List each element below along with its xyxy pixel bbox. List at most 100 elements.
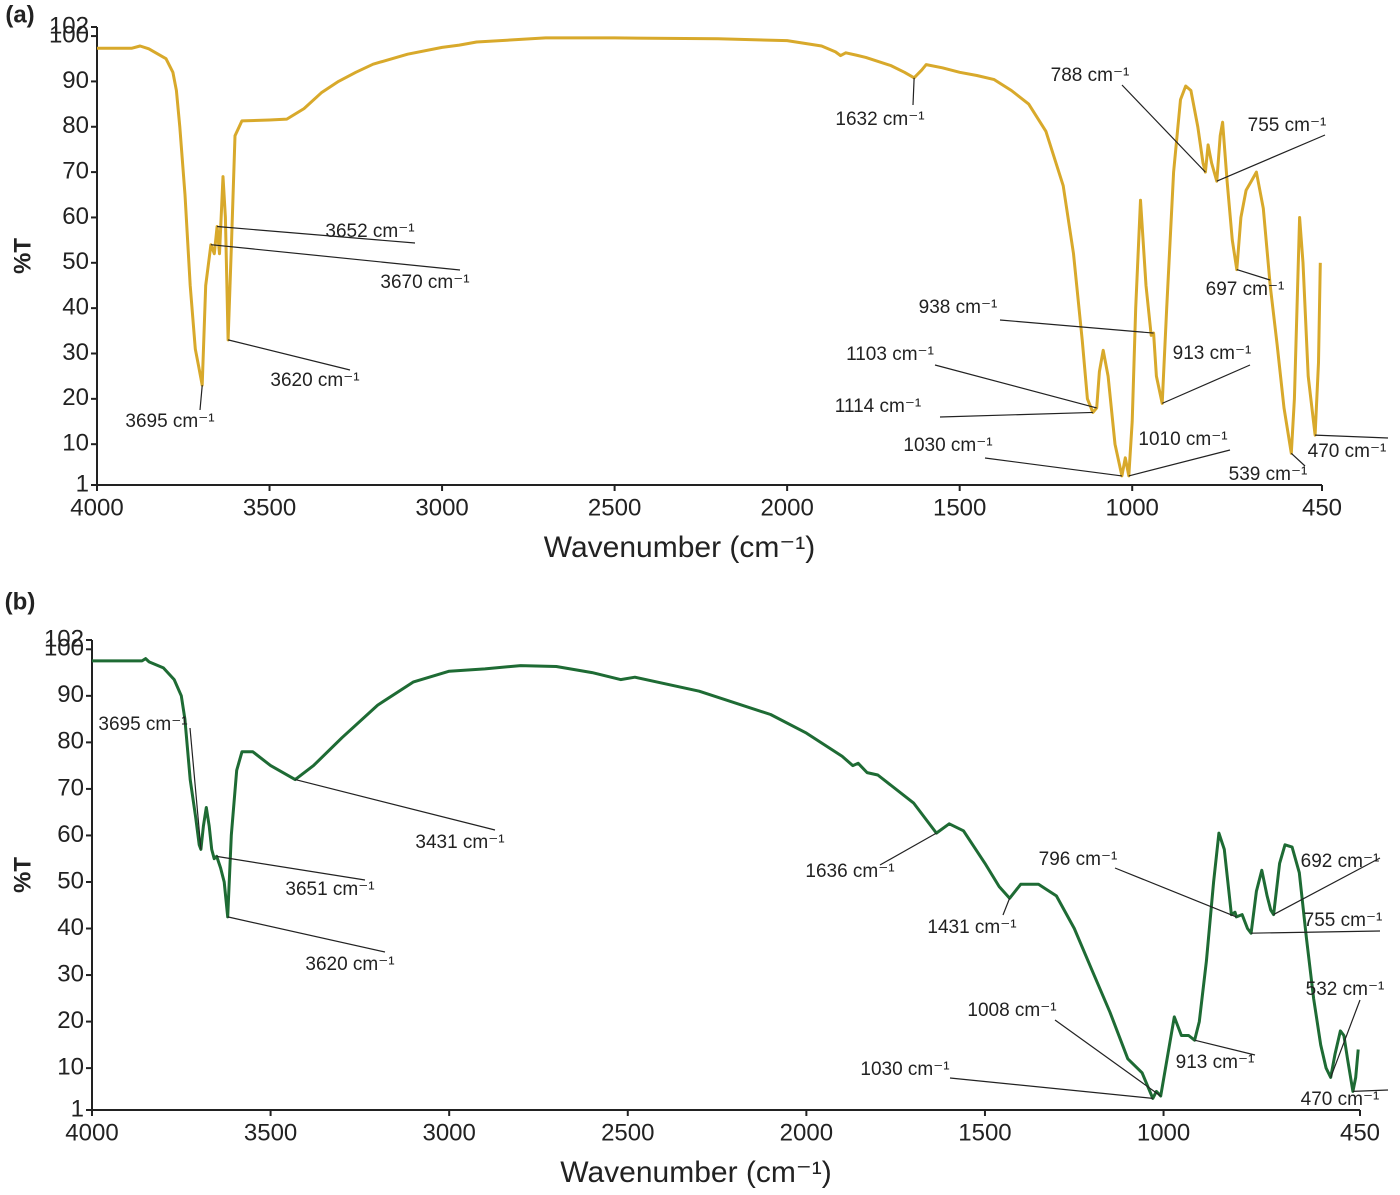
annotation-leader: [189, 727, 202, 850]
annotation-leader: [879, 832, 937, 866]
x-tick-label: 4000: [70, 494, 123, 521]
annotation-leader: [210, 244, 461, 271]
y-tick-label: 80: [62, 112, 89, 139]
spectrum-line: [97, 36, 1322, 478]
y-tick-label: 100: [49, 21, 89, 48]
y-tick-label: 30: [57, 960, 84, 987]
annotation-leader: [912, 77, 915, 106]
annotation-leader: [1002, 898, 1011, 916]
y-tick-label: 70: [57, 774, 84, 801]
y-tick-label: 10: [62, 430, 89, 457]
annotation-label: 938 cm⁻¹: [919, 297, 998, 318]
annotation-label: 3620 cm⁻¹: [305, 954, 394, 975]
x-tick-label: 2500: [588, 494, 641, 521]
spectrum-line: [92, 657, 1360, 1100]
annotation-label: 1431 cm⁻¹: [927, 917, 1016, 938]
annotation-leader: [217, 225, 416, 244]
annotation-leader: [984, 457, 1122, 477]
annotation-label: 697 cm⁻¹: [1206, 279, 1285, 300]
y-tick-label: 40: [57, 914, 84, 941]
annotation-leader: [1216, 134, 1326, 182]
annotation-label: 796 cm⁻¹: [1039, 849, 1118, 870]
x-axis-title: Wavenumber (cm⁻¹): [560, 1156, 831, 1189]
annotation-label: 1008 cm⁻¹: [967, 1000, 1056, 1021]
annotation-leader: [1251, 930, 1381, 934]
annotation-label: 539 cm⁻¹: [1229, 464, 1308, 485]
annotation-leader: [949, 1077, 1153, 1099]
x-tick-label: 4000: [65, 1119, 118, 1146]
annotation-label: 532 cm⁻¹: [1306, 979, 1385, 1000]
annotation-label: 3652 cm⁻¹: [325, 221, 414, 242]
y-tick-label: 102: [49, 12, 89, 39]
y-tick-label: 50: [57, 867, 84, 894]
x-tick-label: 1500: [933, 494, 986, 521]
annotation-leader: [999, 319, 1154, 334]
y-tick-label: 20: [62, 384, 89, 411]
annotation-leader: [1054, 1019, 1162, 1097]
annotation-label: 3670 cm⁻¹: [380, 272, 469, 293]
annotation-leader: [1114, 867, 1237, 918]
annotation-label: 1114 cm⁻¹: [835, 396, 921, 417]
annotation-label: 1632 cm⁻¹: [835, 109, 924, 130]
x-tick-label: 1000: [1106, 494, 1159, 521]
y-tick-label: 70: [62, 157, 89, 184]
x-tick-label: 2000: [780, 1119, 833, 1146]
y-tick-label: 60: [57, 821, 84, 848]
annotation-label: 3431 cm⁻¹: [415, 832, 504, 853]
annotation-leader: [1194, 1039, 1256, 1056]
annotation-leader: [1161, 364, 1251, 404]
y-tick-label: 1: [76, 470, 89, 497]
annotation-leader: [1128, 449, 1231, 477]
y-axis-title: %T: [9, 857, 36, 893]
annotation-label: 1010 cm⁻¹: [1138, 429, 1227, 450]
x-tick-label: 450: [1302, 494, 1342, 521]
panel-label: (a): [5, 1, 34, 28]
y-tick-label: 30: [62, 339, 89, 366]
panel-label: (b): [5, 588, 36, 615]
annotation-label: 3695 cm⁻¹: [125, 411, 214, 432]
y-tick-label: 10: [57, 1053, 84, 1080]
annotation-label: 692 cm⁻¹: [1301, 851, 1380, 872]
x-tick-label: 3500: [243, 494, 296, 521]
annotation-leader: [934, 364, 1097, 409]
annotation-label: 3695 cm⁻¹: [98, 714, 187, 735]
y-tick-label: 102: [44, 625, 84, 652]
annotation-label: 755 cm⁻¹: [1304, 910, 1383, 931]
y-axis-title: %T: [9, 238, 36, 274]
x-tick-label: 1500: [958, 1119, 1011, 1146]
annotation-label: 1103 cm⁻¹: [846, 344, 934, 365]
x-tick-label: 3000: [415, 494, 468, 521]
y-tick-label: 20: [57, 1007, 84, 1034]
y-tick-label: 90: [62, 67, 89, 94]
annotation-leader: [227, 916, 386, 953]
x-tick-label: 2500: [601, 1119, 654, 1146]
annotation-label: 1030 cm⁻¹: [860, 1059, 949, 1080]
y-tick-label: 100: [44, 635, 84, 662]
annotation-leader: [1236, 269, 1271, 281]
annotation-leader: [295, 779, 496, 831]
annotation-label: 470 cm⁻¹: [1301, 1089, 1380, 1110]
annotation-leader: [216, 855, 366, 881]
annotation-label: 913 cm⁻¹: [1176, 1052, 1255, 1073]
annotation-label: 755 cm⁻¹: [1248, 115, 1327, 136]
annotation-label: 913 cm⁻¹: [1173, 343, 1252, 364]
annotation-leader: [1352, 1089, 1389, 1092]
annotation-label: 788 cm⁻¹: [1051, 65, 1130, 86]
x-tick-label: 2000: [760, 494, 813, 521]
x-axis-title: Wavenumber (cm⁻¹): [544, 531, 815, 564]
annotation-label: 1030 cm⁻¹: [903, 435, 992, 456]
annotation-leader: [227, 339, 351, 371]
annotation-leader: [1315, 434, 1389, 439]
y-tick-label: 60: [62, 203, 89, 230]
annotation-leader: [1273, 857, 1381, 916]
annotation-leader: [199, 385, 203, 411]
annotation-leader: [1330, 999, 1361, 1078]
y-tick-label: 90: [57, 681, 84, 708]
x-tick-label: 3000: [422, 1119, 475, 1146]
x-tick-label: 3500: [244, 1119, 297, 1146]
x-tick-label: 1000: [1137, 1119, 1190, 1146]
annotation-leader: [1121, 84, 1206, 173]
annotation-label: 470 cm⁻¹: [1308, 441, 1387, 462]
y-tick-label: 40: [62, 293, 89, 320]
